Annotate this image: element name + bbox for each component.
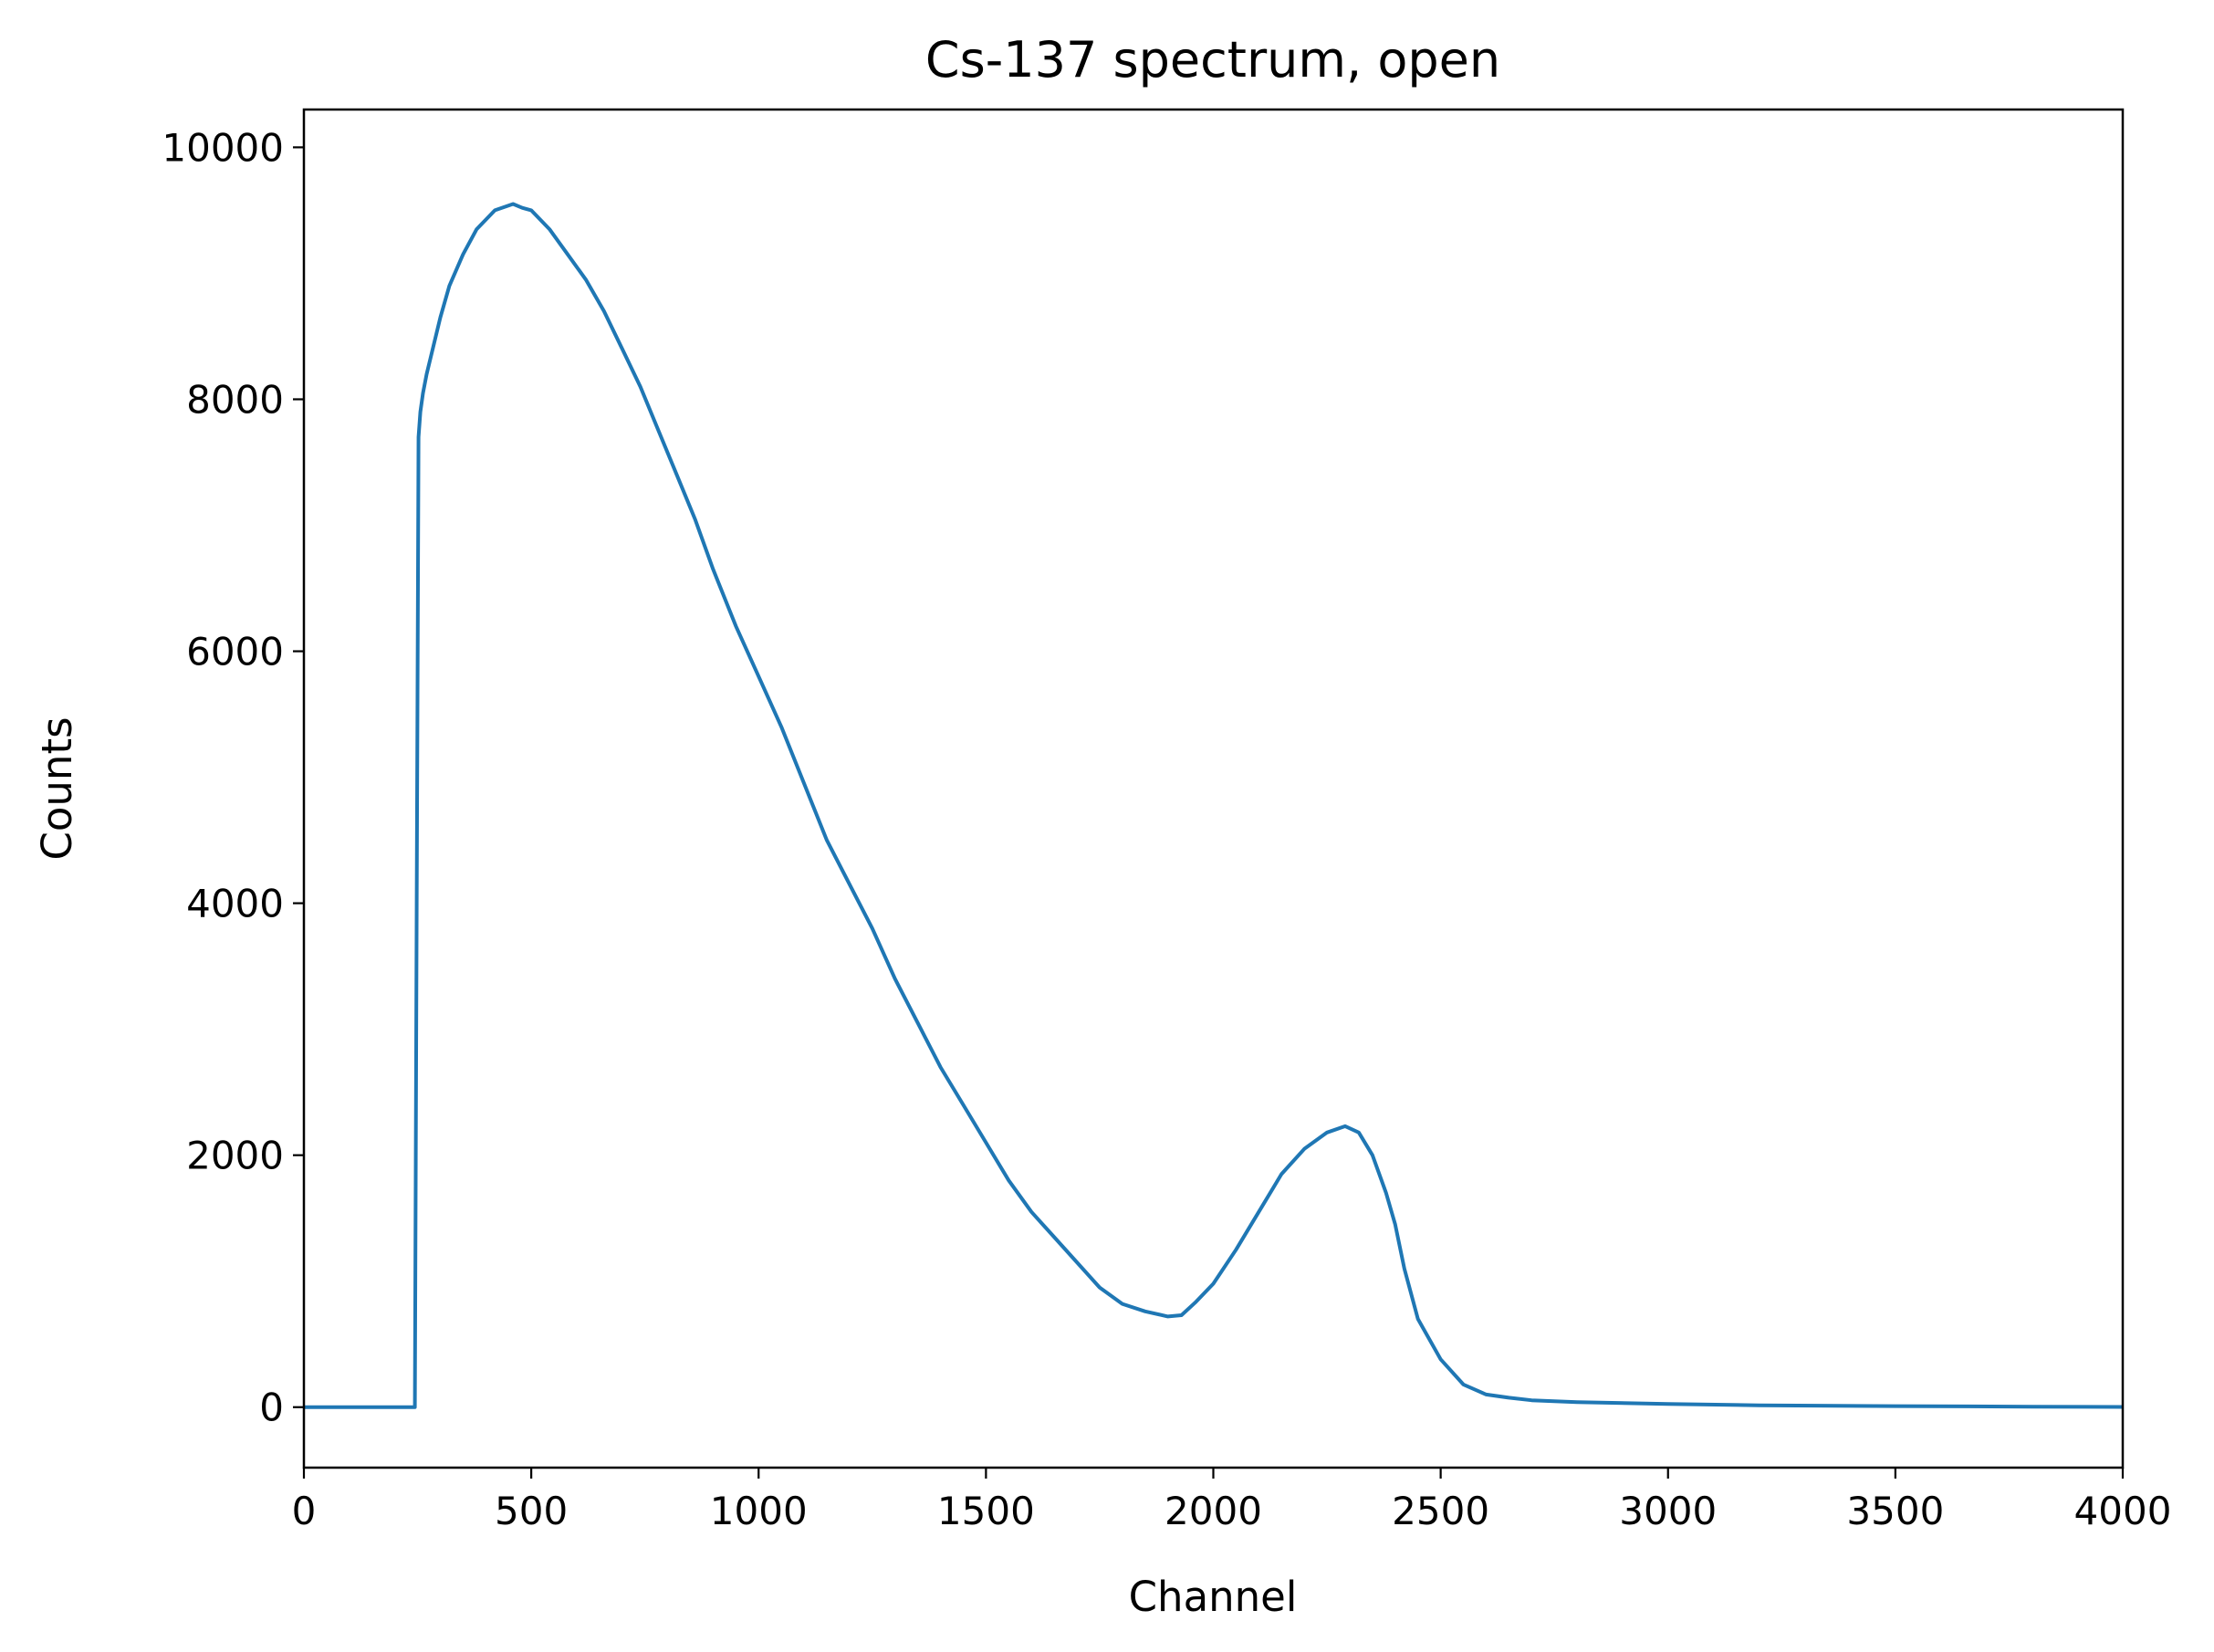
series-line-0 [304,202,2124,1409]
x-tick-label: 3500 [1846,1489,1944,1533]
y-tick-label: 2000 [186,1134,284,1178]
y-tick-label: 6000 [186,630,284,674]
chart-title: Cs-137 spectrum, open [925,31,1500,89]
x-tick-label: 2000 [1164,1489,1262,1533]
axis-ticks: 0 500 1000 1500 2000 2500 3000 3500 4000 0 2000 400… [162,125,2171,1533]
x-tick-label: 3000 [1619,1489,1717,1533]
y-tick-label: 0 [259,1385,284,1430]
plot-area [304,202,2124,1409]
y-tick-label: 8000 [186,377,284,422]
x-tick-label: 500 [495,1489,568,1533]
y-tick-label: 10000 [162,125,284,170]
x-tick-label: 0 [292,1489,317,1533]
x-axis-label: Channel [1129,1573,1298,1621]
x-tick-label: 1000 [710,1489,808,1533]
y-axis-label: Counts [33,716,81,860]
axes-frame [302,108,2125,1469]
x-tick-label: 1500 [937,1489,1035,1533]
x-tick-label: 2500 [1392,1489,1489,1533]
x-tick-label: 4000 [2074,1489,2172,1533]
y-tick-label: 4000 [186,882,284,926]
